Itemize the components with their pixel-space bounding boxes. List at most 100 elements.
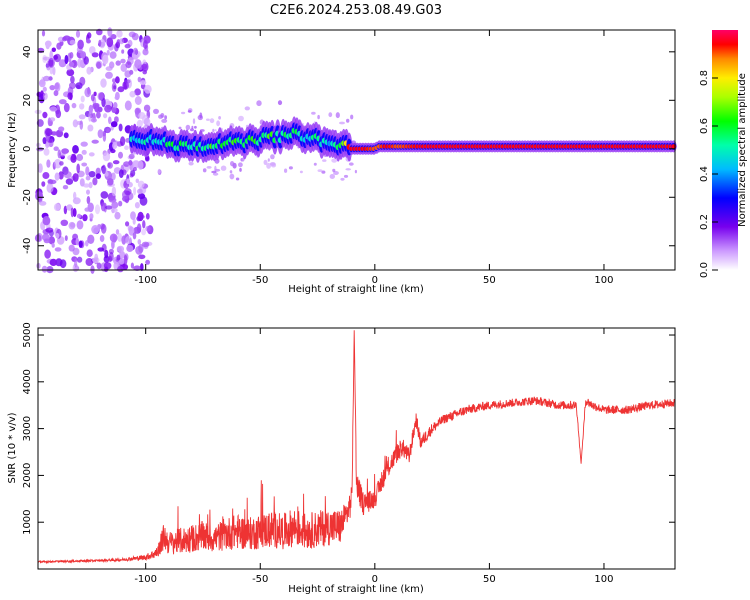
noise-blob [82, 214, 88, 222]
noise-blob [111, 240, 115, 250]
noise-blob [55, 232, 60, 239]
noise-blob [42, 216, 51, 226]
noise-blob [121, 49, 125, 54]
noise-blob [45, 128, 53, 137]
noise-blob [111, 201, 119, 209]
noise-blob [144, 84, 152, 94]
noise-blob [87, 234, 95, 244]
noise-blob [42, 92, 48, 100]
noise-blob [37, 163, 43, 174]
spectrogram-frame [37, 29, 676, 271]
noise-blob [123, 161, 130, 167]
noise-blob [49, 106, 58, 112]
noise-blob [123, 254, 128, 265]
noise-blob [102, 132, 107, 142]
noise-blob [98, 39, 102, 47]
noise-blob [192, 118, 196, 125]
noise-blob [54, 172, 60, 181]
noise-blob [55, 129, 64, 138]
noise-blob [114, 211, 121, 220]
noise-blob [48, 236, 55, 245]
noise-blob [153, 108, 159, 114]
noise-blob [212, 172, 219, 176]
noise-blob [137, 188, 143, 195]
noise-blob [113, 102, 118, 109]
noise-blob [73, 191, 77, 200]
colorbar-gradient [712, 30, 738, 270]
snr-plot-area [38, 328, 675, 569]
noise-blob [64, 235, 68, 242]
noise-blob [88, 171, 96, 178]
noise-blob [70, 207, 74, 218]
noise-blob [134, 202, 140, 209]
noise-blob [51, 243, 55, 248]
noise-blob [91, 52, 99, 58]
noise-blob [128, 160, 133, 166]
noise-blob [78, 240, 83, 248]
noise-blob [126, 178, 131, 185]
snr-x-label: Height of straight line (km) [288, 584, 424, 595]
noise-blob [94, 204, 101, 215]
noise-blob [164, 115, 168, 120]
noise-blob [202, 168, 207, 173]
noise-blob [284, 168, 288, 173]
noise-blob [348, 162, 354, 166]
noise-blob [121, 235, 127, 245]
noise-blob [93, 91, 97, 97]
noise-blob [105, 205, 113, 210]
colorbar-tick-label: 0.0 [699, 262, 710, 278]
noise-blob [86, 189, 90, 195]
noise-blob [335, 112, 340, 119]
noise-blob [58, 126, 65, 132]
spectrogram-x-tick-label: -50 [252, 275, 268, 286]
noise-blob [137, 193, 146, 200]
noise-blob [64, 54, 69, 65]
noise-blob [63, 205, 68, 215]
noise-blob [79, 76, 86, 86]
noise-blob [76, 153, 84, 162]
noise-blob [90, 94, 95, 102]
noise-blob [100, 202, 106, 212]
noise-blob [44, 249, 51, 259]
noise-blob [124, 43, 131, 49]
noise-blob [160, 113, 165, 118]
spectrogram-ridge [128, 116, 677, 164]
noise-blob [42, 172, 50, 179]
noise-blob [101, 97, 106, 108]
noise-blob [132, 232, 137, 240]
noise-blob [88, 112, 92, 122]
noise-blob [194, 125, 197, 129]
noise-blob [91, 225, 100, 234]
noise-blob [67, 52, 72, 63]
noise-blob [108, 197, 117, 203]
colorbar: 0.0 0.2 0.4 0.6 0.8 Normalized spectral ampl… [699, 30, 748, 278]
spectrogram-y-label: Frequency (Hz) [7, 112, 18, 188]
noise-blob [42, 137, 47, 145]
noise-blob [61, 148, 69, 154]
noise-blob [141, 63, 148, 70]
noise-blob [131, 32, 139, 41]
noise-blob [118, 123, 123, 132]
noise-blob [85, 175, 91, 181]
colorbar-tick-label: 0.8 [699, 70, 710, 86]
spectrogram-x-tick-label: 50 [483, 275, 496, 286]
noise-blob [111, 207, 115, 214]
noise-blob [54, 82, 60, 90]
noise-blob [117, 233, 123, 242]
noise-blob [238, 162, 243, 168]
noise-blob [59, 161, 64, 166]
spectrogram-x-tick-label: 100 [594, 275, 613, 286]
noise-blob [132, 167, 137, 172]
noise-blob [95, 173, 102, 180]
noise-blob [112, 141, 118, 149]
noise-blob [125, 221, 130, 227]
noise-blob [214, 165, 217, 172]
noise-blob [116, 254, 121, 261]
noise-blob [58, 171, 64, 180]
noise-blob [120, 63, 128, 72]
noise-blob [220, 165, 227, 171]
noise-blob [206, 118, 210, 121]
snr-y-tick-label: 3000 [22, 416, 33, 441]
noise-blob [120, 136, 126, 147]
noise-blob [178, 126, 182, 130]
